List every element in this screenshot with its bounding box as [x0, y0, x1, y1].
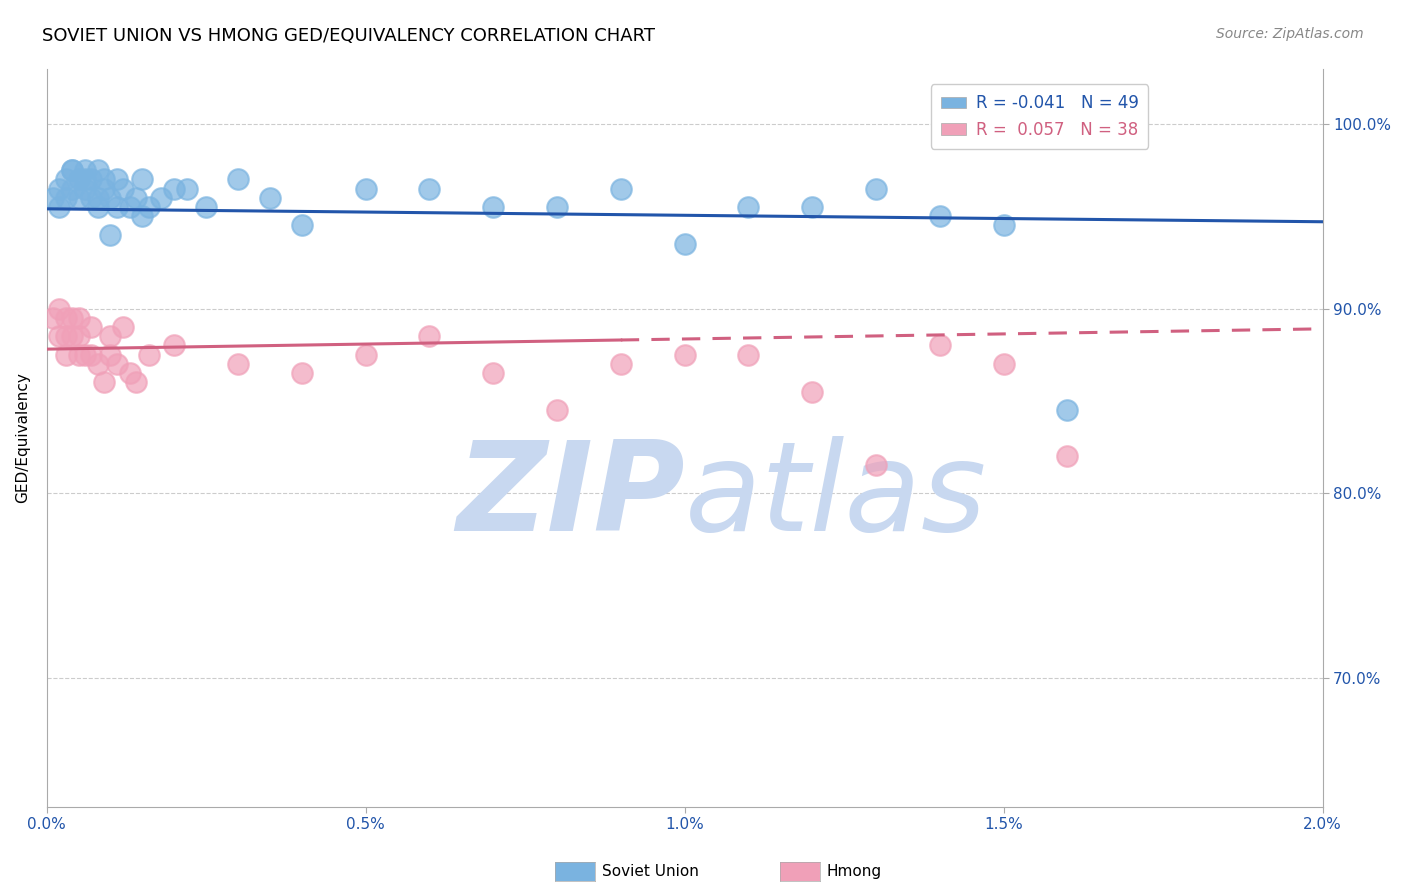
- Point: [80, 348, 103, 362]
- Point: [86, 163, 108, 178]
- Point: [112, 181, 135, 195]
- Point: [67, 191, 90, 205]
- Point: [418, 329, 440, 343]
- Point: [93, 376, 115, 390]
- Point: [48, 200, 70, 214]
- Point: [73, 181, 96, 195]
- Point: [150, 191, 173, 205]
- Point: [73, 348, 96, 362]
- Point: [482, 200, 505, 214]
- Point: [86, 357, 108, 371]
- Point: [993, 357, 1015, 371]
- Point: [100, 348, 122, 362]
- Point: [610, 181, 633, 195]
- Point: [131, 209, 153, 223]
- Point: [55, 329, 77, 343]
- Point: [55, 348, 77, 362]
- Text: ZIP: ZIP: [456, 436, 685, 558]
- Text: SOVIET UNION VS HMONG GED/EQUIVALENCY CORRELATION CHART: SOVIET UNION VS HMONG GED/EQUIVALENCY CO…: [42, 27, 655, 45]
- Point: [673, 236, 696, 251]
- Point: [60, 310, 83, 325]
- Point: [801, 384, 824, 399]
- Point: [55, 310, 77, 325]
- Point: [100, 191, 122, 205]
- Point: [105, 357, 128, 371]
- Point: [67, 310, 90, 325]
- Point: [42, 310, 65, 325]
- Point: [55, 172, 77, 186]
- Y-axis label: GED/Equivalency: GED/Equivalency: [15, 372, 30, 503]
- Point: [55, 191, 77, 205]
- Point: [67, 348, 90, 362]
- Point: [60, 329, 83, 343]
- Point: [93, 172, 115, 186]
- Text: Source: ZipAtlas.com: Source: ZipAtlas.com: [1216, 27, 1364, 41]
- Point: [100, 227, 122, 242]
- Point: [737, 200, 759, 214]
- Point: [1056, 403, 1078, 417]
- Point: [482, 366, 505, 380]
- Point: [67, 172, 90, 186]
- Point: [865, 458, 887, 473]
- Point: [86, 191, 108, 205]
- Point: [737, 348, 759, 362]
- Point: [125, 376, 148, 390]
- Point: [80, 191, 103, 205]
- Point: [80, 172, 103, 186]
- Point: [993, 219, 1015, 233]
- Point: [928, 209, 950, 223]
- Point: [418, 181, 440, 195]
- Text: atlas: atlas: [685, 436, 987, 558]
- Text: Soviet Union: Soviet Union: [602, 864, 699, 879]
- Point: [673, 348, 696, 362]
- Point: [354, 348, 377, 362]
- Point: [100, 329, 122, 343]
- Point: [125, 191, 148, 205]
- Point: [163, 181, 186, 195]
- Point: [138, 200, 160, 214]
- Point: [42, 191, 65, 205]
- Point: [176, 181, 198, 195]
- Point: [546, 403, 568, 417]
- Point: [865, 181, 887, 195]
- Point: [112, 320, 135, 334]
- Point: [259, 191, 281, 205]
- Text: Hmong: Hmong: [827, 864, 882, 879]
- Point: [118, 200, 141, 214]
- Point: [105, 200, 128, 214]
- Point: [73, 172, 96, 186]
- Point: [73, 163, 96, 178]
- Point: [118, 366, 141, 380]
- Point: [60, 163, 83, 178]
- Point: [226, 357, 249, 371]
- Point: [93, 181, 115, 195]
- Point: [48, 181, 70, 195]
- Point: [48, 301, 70, 316]
- Point: [195, 200, 218, 214]
- Point: [131, 172, 153, 186]
- Point: [291, 219, 314, 233]
- Point: [801, 200, 824, 214]
- Point: [80, 320, 103, 334]
- Point: [546, 200, 568, 214]
- Point: [226, 172, 249, 186]
- Point: [291, 366, 314, 380]
- Point: [86, 200, 108, 214]
- Point: [610, 357, 633, 371]
- Point: [105, 172, 128, 186]
- Point: [1056, 449, 1078, 463]
- Point: [67, 329, 90, 343]
- Point: [60, 163, 83, 178]
- Legend: R = -0.041   N = 49, R =  0.057   N = 38: R = -0.041 N = 49, R = 0.057 N = 38: [931, 84, 1149, 149]
- Point: [163, 338, 186, 352]
- Point: [138, 348, 160, 362]
- Point: [928, 338, 950, 352]
- Point: [60, 181, 83, 195]
- Point: [354, 181, 377, 195]
- Point: [48, 329, 70, 343]
